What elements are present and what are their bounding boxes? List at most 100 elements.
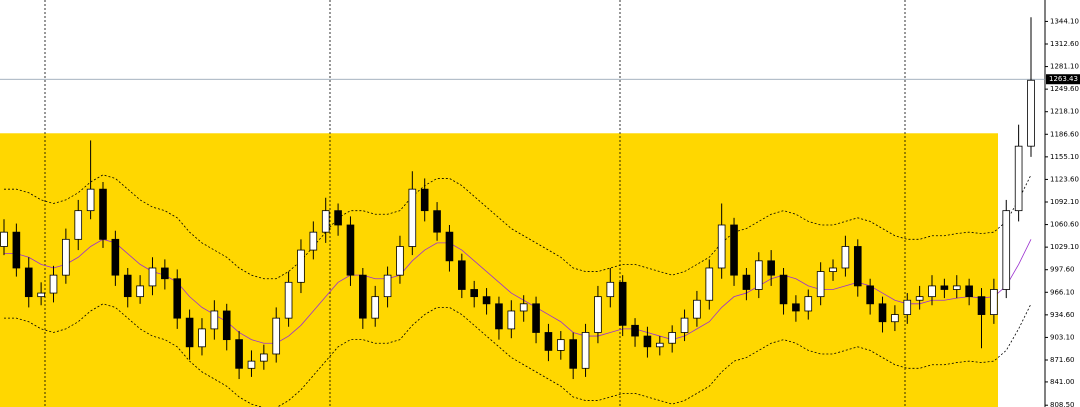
candle-body [544,332,553,351]
candle-body [915,296,924,301]
candle-body [458,260,466,290]
y-tick-label: 808.50 [1050,401,1075,407]
candle-body [557,339,565,351]
y-tick-label: 1186.60 [1050,130,1079,138]
candle-body [161,267,169,280]
candle-body [928,285,936,298]
candle-body [383,274,392,298]
candle-body [495,303,503,330]
candle-body [284,281,293,319]
candle-body [247,360,256,369]
candle-body [717,224,726,269]
candle-body [903,299,912,315]
candle-body [952,285,961,290]
candle-body [816,271,825,298]
candle-body [86,188,95,212]
y-tick-label: 966.10 [1050,288,1075,296]
candle-body [99,188,107,240]
candle-body [260,353,268,362]
candle-body [49,274,58,294]
candle-body [0,231,8,247]
candle-body [655,342,664,348]
candle-body [581,332,590,369]
y-tick-label: 903.10 [1050,333,1075,341]
y-tick-label: 1344.10 [1050,17,1079,25]
candle-body [445,231,454,262]
candle-body [767,260,775,276]
candle-body [297,249,305,283]
candle-body [198,328,206,348]
candle-body [878,303,887,323]
y-tick-label: 1312.60 [1050,40,1079,48]
candle-body [841,246,850,269]
candle-body [111,238,120,276]
candle-body [532,303,540,333]
y-tick-label: 1155.10 [1050,153,1079,161]
y-tick-label: 1029.10 [1050,243,1079,251]
candle-body [742,274,751,290]
y-tick-label: 871.60 [1050,356,1075,364]
candle-body [222,310,231,341]
candle-body [829,267,837,272]
candle-body [519,303,528,312]
candle-body [668,332,676,344]
candle-body [866,285,874,305]
candle-body [705,267,714,301]
candle-body [569,339,577,369]
y-tick-label: 1249.60 [1050,85,1079,93]
candle-body [804,296,813,312]
last-price-label: 1263.43 [1049,75,1078,83]
candle-body [359,274,367,319]
candle-body [12,231,21,269]
y-tick-label: 1092.10 [1050,198,1079,206]
candle-body [853,246,862,287]
y-tick-label: 1123.60 [1050,175,1079,183]
candle-body [792,303,800,312]
candle-body [643,335,652,348]
candle-body [594,296,602,333]
candle-body [123,274,132,298]
candle-body [433,210,441,233]
last-price-box [1046,74,1080,85]
candle-body [74,210,83,240]
y-tick-label: 841.00 [1050,378,1075,386]
candle-body [990,289,998,315]
candle-body [37,292,45,298]
y-tick-label: 1218.10 [1050,108,1079,116]
candle-body [321,210,330,233]
candle-body [272,317,281,355]
candle-body [1002,210,1011,290]
candle-body [680,317,689,333]
candle-body [1027,79,1035,147]
candle-body [396,246,404,276]
candle-body [24,267,33,298]
y-tick-label: 1060.60 [1050,221,1079,229]
candle-body [420,188,429,212]
candle-body [408,188,417,247]
candle-body [940,285,949,290]
candle-body [148,267,157,287]
candle-body [693,299,701,319]
candle-body [1014,145,1023,212]
candle-body [965,285,973,298]
candle-body [309,231,318,251]
candle-body [482,296,491,305]
candle-body [235,339,243,369]
candle-body [136,285,144,298]
candle-body [730,224,738,276]
candle-body [185,317,194,348]
candle-body [334,210,342,226]
candle-body [606,281,615,298]
y-tick-label: 1281.10 [1050,63,1079,71]
candle-body [371,296,380,319]
candle-body [891,314,899,323]
candle-body [507,310,516,330]
y-tick-label: 997.60 [1050,266,1075,274]
candle-body [631,324,639,337]
candle-body [977,296,986,315]
candle-body [62,238,70,276]
candle-body [173,278,182,319]
candle-body [346,224,355,276]
candle-body [618,281,627,326]
